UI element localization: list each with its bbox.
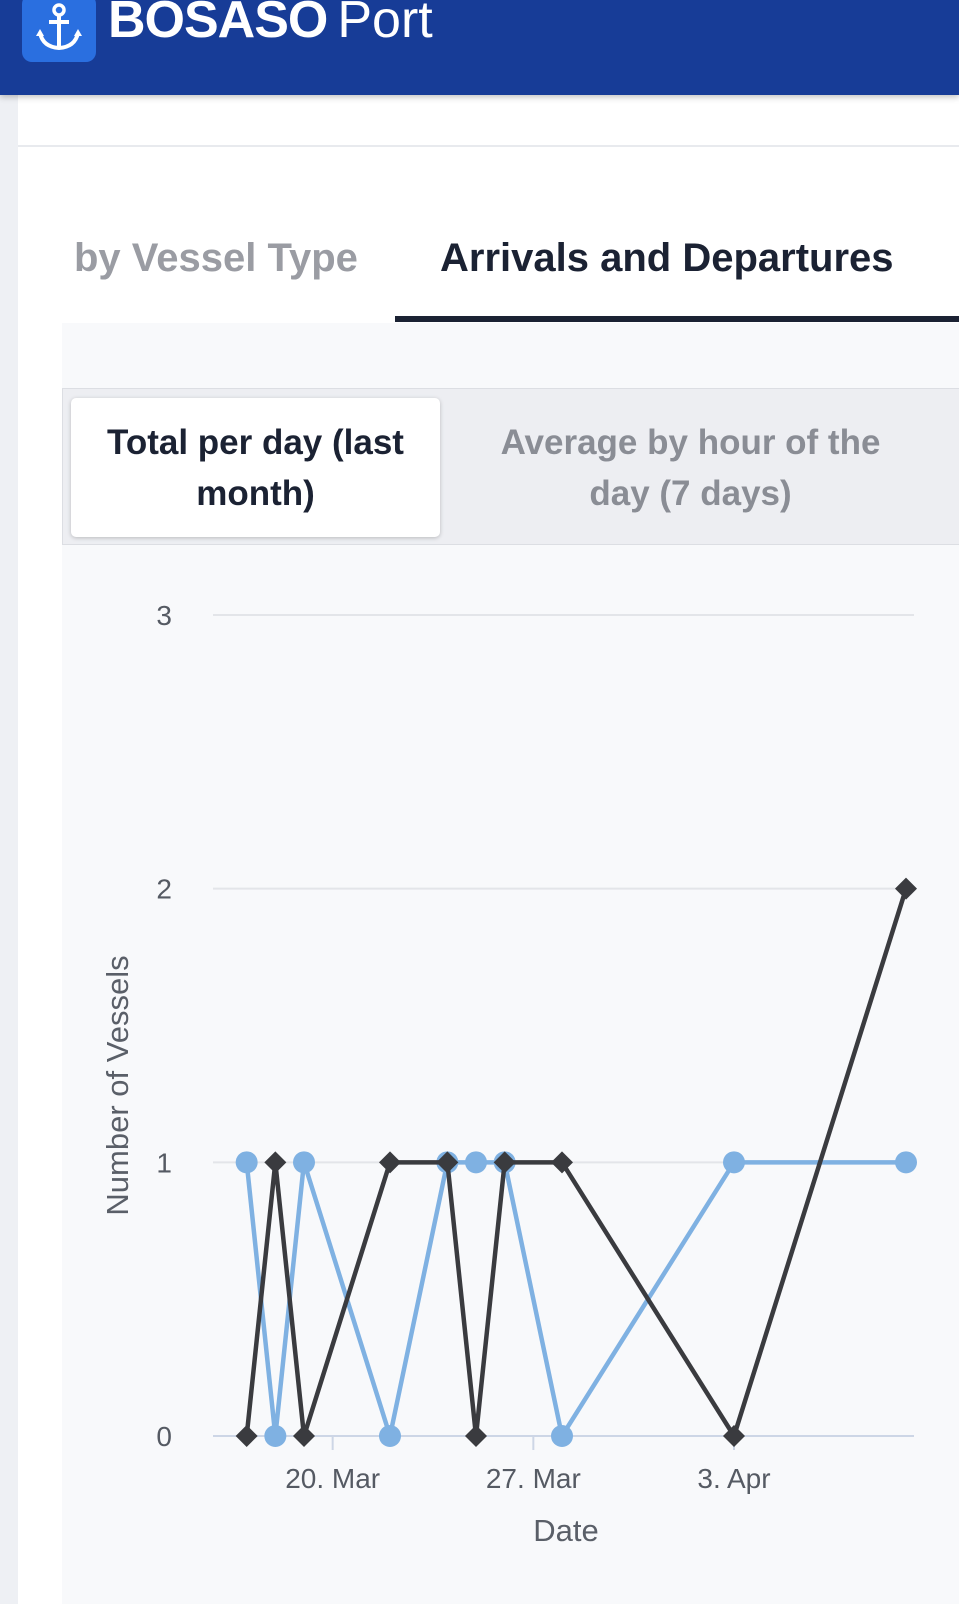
segment-total-per-day-label: Total per day (last month): [107, 422, 404, 513]
x-axis-title: Date: [533, 1513, 598, 1548]
series-1-point: [436, 1151, 459, 1174]
series-0-point: [723, 1151, 745, 1174]
y-tick-label: 0: [156, 1421, 172, 1452]
x-tick-label: 27. Mar: [486, 1463, 581, 1494]
series-0-point: [235, 1151, 258, 1174]
brand-bold: BOSASO: [108, 0, 328, 49]
series-1-point: [551, 1151, 573, 1174]
app-header: BOSASO Port: [0, 0, 959, 95]
brand-title: BOSASO Port: [108, 0, 433, 52]
left-gutter: [0, 95, 18, 1604]
series-1-point: [293, 1425, 315, 1447]
segment-total-per-day[interactable]: Total per day (last month): [71, 398, 440, 537]
tab-by-vessel-type[interactable]: by Vessel Type: [74, 236, 358, 280]
anchor-icon: [36, 3, 82, 51]
series-1-line: [244, 887, 909, 1442]
series-1-point: [235, 1425, 258, 1447]
y-tick-label: 1: [156, 1147, 172, 1178]
x-tick-label: 3. Apr: [697, 1463, 770, 1494]
series-0-point: [465, 1151, 487, 1174]
series-0-point: [264, 1425, 287, 1447]
sub-header-bar: [18, 95, 959, 147]
tab-arrivals-and-departures[interactable]: Arrivals and Departures: [440, 236, 894, 280]
series-1-point: [264, 1151, 287, 1174]
series-1-point: [465, 1425, 487, 1447]
segment-average-by-hour-label: Average by hour of the day (7 days): [500, 422, 881, 513]
x-tick-label: 20. Mar: [285, 1463, 380, 1494]
segment-average-by-hour[interactable]: Average by hour of the day (7 days): [463, 398, 918, 537]
y-tick-label: 3: [156, 600, 172, 631]
series-0-point: [551, 1425, 573, 1447]
y-tick-label: 2: [156, 874, 172, 905]
series-1-point: [379, 1151, 401, 1174]
series-0-point: [379, 1425, 401, 1447]
arrivals-departures-chart: 0 1 2 3 20. Mar 27. Mar 3. Apr Date Number of Ve…: [100, 600, 917, 1548]
series-1-point: [895, 877, 917, 900]
brand-light: Port: [337, 0, 433, 49]
logo[interactable]: [22, 0, 96, 62]
y-axis-title: Number of Vessels: [100, 955, 135, 1215]
segmented-control: Total per day (last month) Average by ho…: [62, 388, 959, 545]
series-0-point: [895, 1151, 917, 1174]
series-1-point: [723, 1425, 745, 1447]
series-0-point: [293, 1151, 315, 1174]
series-1-point: [493, 1151, 516, 1174]
active-tab-indicator: [395, 316, 959, 322]
